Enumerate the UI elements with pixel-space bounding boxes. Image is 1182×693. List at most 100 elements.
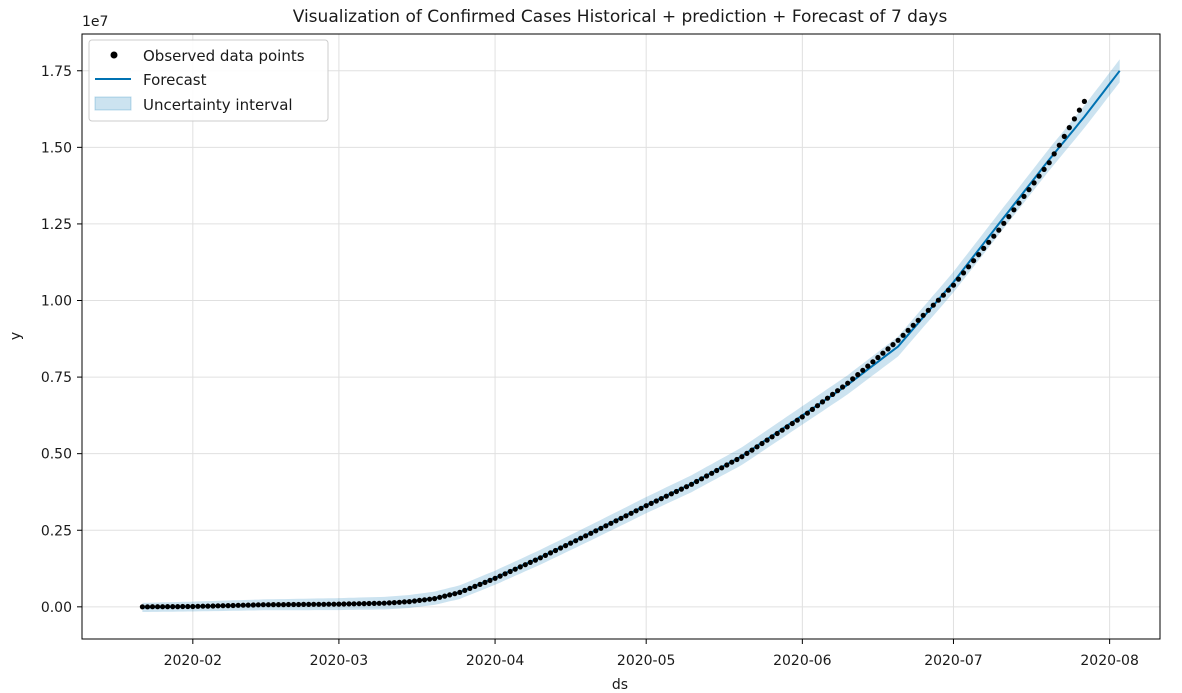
observed-point xyxy=(225,603,231,609)
observed-point xyxy=(492,575,498,581)
observed-point xyxy=(668,491,675,497)
y-tick-label: 0.25 xyxy=(41,523,72,539)
x-tick-label: 2020-06 xyxy=(773,653,832,669)
observed-point xyxy=(583,533,589,539)
observed-point xyxy=(945,287,952,293)
observed-point xyxy=(920,312,926,318)
observed-point xyxy=(880,350,886,356)
observed-point xyxy=(366,600,372,607)
observed-point xyxy=(351,601,357,607)
observed-point xyxy=(1061,133,1067,139)
y-tick-label: 1.00 xyxy=(41,294,72,310)
observed-point xyxy=(719,465,725,471)
observed-point xyxy=(784,424,790,430)
observed-point xyxy=(180,603,186,610)
observed-point xyxy=(512,566,518,572)
observed-point xyxy=(421,597,428,603)
observed-point xyxy=(175,604,181,610)
observed-point xyxy=(280,602,287,608)
observed-point xyxy=(1066,125,1072,131)
observed-point xyxy=(930,302,936,308)
observed-point xyxy=(502,571,508,577)
observed-point xyxy=(1076,107,1082,113)
observed-point xyxy=(341,601,347,607)
observed-point xyxy=(200,603,206,609)
observed-point xyxy=(996,227,1002,233)
observed-point xyxy=(568,540,574,546)
observed-point xyxy=(467,585,473,592)
observed-point xyxy=(1011,207,1017,213)
observed-point xyxy=(860,367,866,373)
observed-point xyxy=(915,317,921,323)
legend-observed-label: Observed data points xyxy=(143,47,305,65)
observed-point xyxy=(855,372,861,378)
observed-point xyxy=(240,602,246,608)
legend-uncertainty-label: Uncertainty interval xyxy=(143,96,293,114)
observed-point xyxy=(170,604,176,610)
observed-point xyxy=(275,602,282,608)
observed-point xyxy=(613,518,619,524)
observed-point xyxy=(966,264,972,270)
observed-point xyxy=(522,562,528,568)
observed-point xyxy=(598,525,604,531)
observed-point xyxy=(694,478,700,485)
y-axis-ticks: 0.00 0.25 0.50 0.75 1.00 1.25 1.50 1.75 xyxy=(41,64,82,616)
observed-point xyxy=(729,459,735,465)
y-tick-label: 0.50 xyxy=(41,447,72,463)
observed-point xyxy=(794,417,800,423)
observed-point xyxy=(452,591,458,597)
observed-point xyxy=(1036,173,1042,179)
observed-point xyxy=(845,380,851,386)
observed-point xyxy=(809,406,816,412)
y-tick-label: 0.75 xyxy=(41,370,72,386)
observed-point xyxy=(799,414,805,420)
y-tick-label: 0.00 xyxy=(41,600,72,616)
observed-point xyxy=(265,602,271,608)
x-tick-label: 2020-04 xyxy=(466,653,525,669)
observed-point xyxy=(683,484,690,490)
observed-point xyxy=(1046,160,1052,166)
observed-point xyxy=(542,552,549,559)
observed-point xyxy=(537,555,544,561)
observed-point xyxy=(346,601,352,607)
observed-point xyxy=(497,573,503,579)
legend-box xyxy=(88,39,329,122)
observed-point xyxy=(245,602,251,608)
observed-point xyxy=(991,233,997,239)
legend: Observed data points Forecast Uncertaint… xyxy=(88,39,329,122)
chart-title: Visualization of Confirmed Cases Histori… xyxy=(293,7,948,27)
observed-point xyxy=(1016,200,1022,206)
observed-point xyxy=(709,470,715,476)
observed-point xyxy=(870,359,876,365)
observed-point xyxy=(910,322,916,328)
plot-frame xyxy=(81,33,1161,640)
observed-point xyxy=(643,503,649,509)
y-tick-label: 1.25 xyxy=(41,217,72,233)
observed-point xyxy=(618,515,624,521)
uncertainty-band-layer xyxy=(142,59,1120,613)
observed-point xyxy=(950,282,957,288)
observed-point xyxy=(457,589,463,596)
observed-point xyxy=(578,535,584,541)
observed-point xyxy=(306,601,312,608)
observed-point xyxy=(255,602,261,608)
observed-point xyxy=(663,493,669,499)
observed-point xyxy=(885,346,891,352)
observed-point xyxy=(835,388,841,394)
observed-point xyxy=(573,538,579,544)
y-scale-label: 1e7 xyxy=(82,14,108,30)
forecast-line xyxy=(142,70,1121,609)
observed-point xyxy=(875,354,881,361)
observed-point xyxy=(890,342,896,348)
observed-point xyxy=(195,603,201,609)
observed-point xyxy=(401,599,407,605)
observed-point xyxy=(477,581,483,588)
observed-point xyxy=(260,602,266,608)
observed-point xyxy=(316,601,322,607)
observed-point xyxy=(205,603,211,609)
observed-point xyxy=(210,603,216,609)
observed-point xyxy=(608,520,614,526)
observed-point xyxy=(558,545,564,551)
legend-uncertainty-swatch xyxy=(94,96,132,111)
